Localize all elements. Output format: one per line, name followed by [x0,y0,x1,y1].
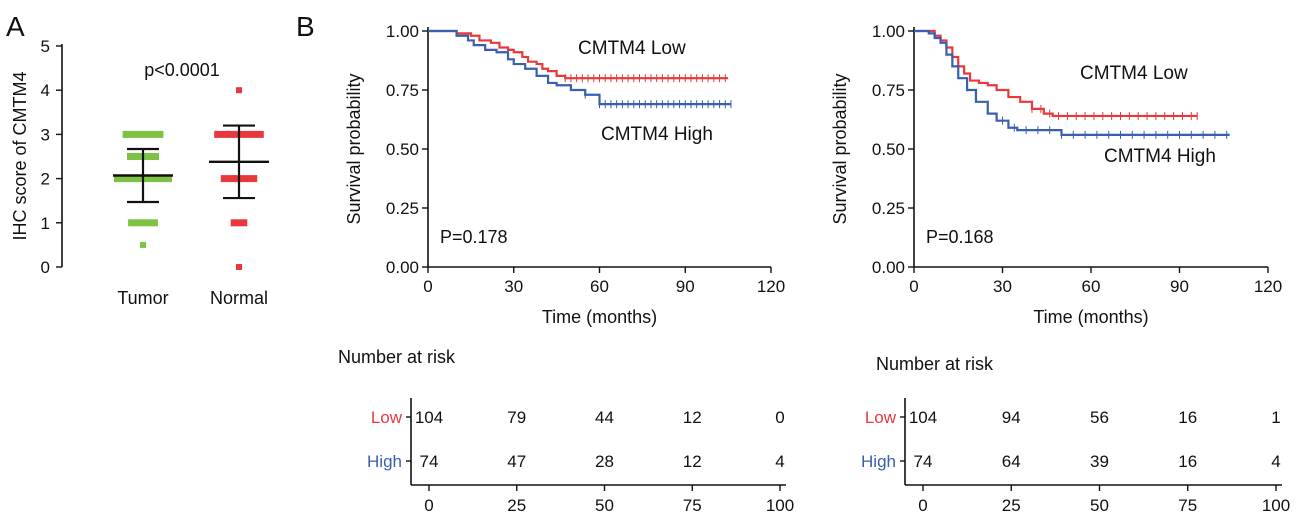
risk-value: 104 [415,408,443,427]
km-plot-right: 0.00 0.25 0.50 0.75 1.00 0 30 60 90 120 Time (mont… [830,22,1282,327]
risk-table-left: Number at risk Low 104 79 44 12 0 High 74 47 28 12 4… [338,347,794,515]
panel-label-b: B [296,11,315,42]
y-tick-label: 0.75 [872,81,905,100]
data-point [236,87,242,94]
risk-value: 56 [1090,408,1109,427]
risk-x-tick-label: 50 [1090,496,1109,515]
risk-x-tick-label: 0 [918,496,927,515]
p-value-annotation: P=0.178 [440,227,508,247]
risk-value: 104 [909,408,937,427]
p-value-annotation: p<0.0001 [144,60,220,80]
km-plot-left: 0.00 0.25 0.50 0.75 1.00 0 30 60 90 120 Time (mont… [344,22,785,327]
risk-value: 12 [683,452,702,471]
km-curve-low [428,29,729,80]
y-axis-label: Survival probability [830,73,850,224]
y-tick-label: 0.75 [386,81,419,100]
risk-x-tick-label: 100 [766,496,794,515]
series-label-high: CMTM4 High [601,124,713,145]
x-tick-label: 0 [423,277,432,296]
risk-row-label: Low [865,408,897,427]
y-tick-label: 0.00 [386,258,419,277]
y-tick-label: 0.25 [386,199,419,218]
risk-x-tick-label: 75 [1178,496,1197,515]
y-tick-label: 0 [41,258,50,277]
risk-value: 4 [775,452,784,471]
risk-value: 16 [1178,408,1197,427]
risk-x-tick-label: 75 [683,496,702,515]
x-tick-label: 60 [1082,277,1101,296]
risk-value: 47 [507,452,526,471]
x-category-label: Tumor [117,288,168,308]
y-tick-label: 0.50 [872,140,905,159]
risk-table-title: Number at risk [876,354,994,374]
risk-value: 4 [1271,452,1280,471]
risk-x-tick-label: 50 [595,496,614,515]
risk-row-label: High [367,452,402,471]
y-tick-label: 5 [41,37,50,56]
x-category-label: Normal [210,288,268,308]
x-tick-label: 90 [676,277,695,296]
p-value-annotation: P=0.168 [926,227,994,247]
y-tick-label: 2 [41,170,50,189]
y-tick-label: 1 [41,214,50,233]
data-point-stack [122,130,164,138]
risk-value: 39 [1090,452,1109,471]
series-label-high: CMTM4 High [1104,146,1216,167]
y-tick-label: 0.00 [872,258,905,277]
risk-table-right: Number at risk Low 104 94 56 16 1 High 74 64 39 16 4… [861,354,1290,515]
risk-x-tick-label: 100 [1262,496,1290,515]
data-point-stack [230,219,248,227]
risk-table-title: Number at risk [338,347,456,367]
y-tick-label: 0.25 [872,199,905,218]
y-tick-label: 3 [41,125,50,144]
km-curve-high [914,29,1230,136]
y-tick-label: 1.00 [872,22,905,41]
risk-value: 0 [775,408,784,427]
y-tick-label: 1.00 [386,22,419,41]
risk-row-label: High [861,452,896,471]
x-tick-label: 60 [590,277,609,296]
x-tick-label: 120 [757,277,785,296]
panel-label-a: A [6,11,25,42]
x-axis-label: Time (months) [542,307,657,327]
risk-value: 74 [420,452,439,471]
risk-x-tick-label: 25 [1002,496,1021,515]
risk-value: 1 [1271,408,1280,427]
risk-value: 94 [1002,408,1021,427]
y-tick-label: 4 [41,81,50,100]
data-point [236,264,242,270]
risk-value: 28 [595,452,614,471]
risk-value: 16 [1178,452,1197,471]
x-tick-label: 0 [909,277,918,296]
series-label-low: CMTM4 Low [578,38,686,59]
x-tick-label: 90 [1170,277,1189,296]
risk-x-tick-label: 25 [507,496,526,515]
y-axis-label: Survival probability [344,73,364,224]
x-tick-label: 30 [993,277,1012,296]
risk-value: 64 [1002,452,1021,471]
risk-value: 79 [507,408,526,427]
series-label-low: CMTM4 Low [1080,63,1188,84]
y-axis-label: IHC score of CMTM4 [10,71,30,240]
km-curve-high [428,29,731,106]
panel-a-dot-plot: 0 1 2 3 4 5 IHC score of CMTM4 p<0.0001 Tumor Nor… [10,37,269,308]
x-tick-label: 120 [1254,277,1282,296]
x-tick-label: 30 [504,277,523,296]
y-tick-label: 0.50 [386,140,419,159]
x-axis-label: Time (months) [1033,307,1148,327]
risk-value: 44 [595,408,614,427]
risk-x-tick-label: 0 [424,496,433,515]
risk-value: 12 [683,408,702,427]
risk-row-label: Low [371,408,403,427]
risk-value: 74 [914,452,933,471]
data-point [140,241,146,248]
data-point-stack [128,219,158,227]
